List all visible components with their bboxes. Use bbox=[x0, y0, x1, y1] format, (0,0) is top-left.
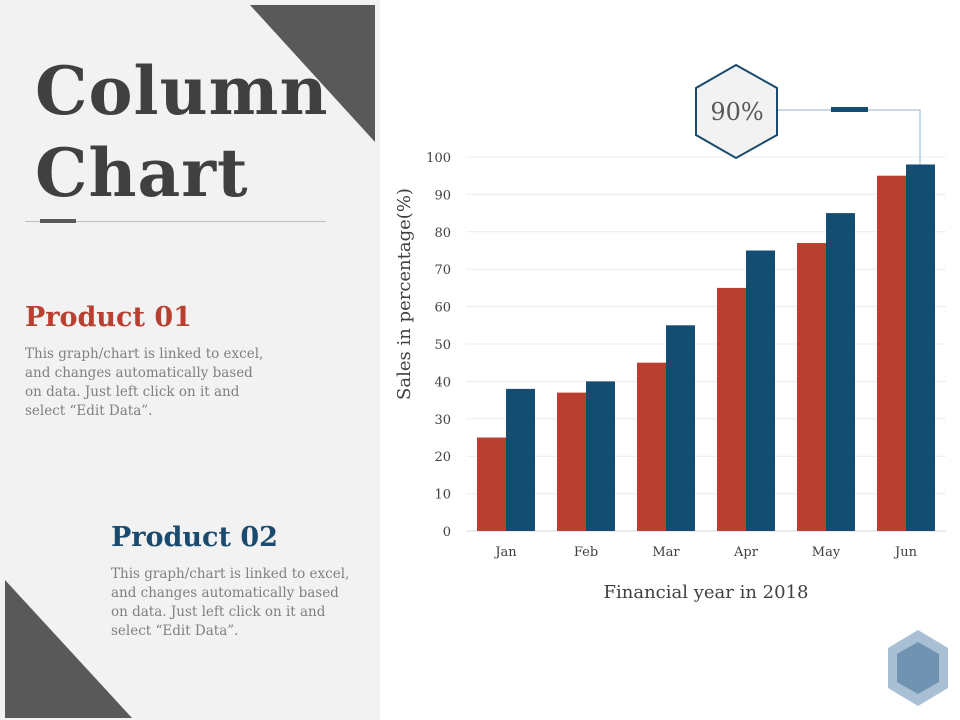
x-axis-title: Financial year in 2018 bbox=[604, 582, 809, 603]
y-tick-label: 80 bbox=[434, 226, 451, 241]
product-01-text-line: select “Edit Data”. bbox=[25, 403, 153, 419]
x-tick-label: May bbox=[812, 545, 841, 560]
y-axis-title: Sales in percentage(%) bbox=[394, 188, 415, 400]
bar-product-02-apr[interactable] bbox=[746, 250, 775, 532]
x-tick-label: Feb bbox=[574, 545, 598, 560]
product-02-text-line: This graph/chart is linked to excel, bbox=[111, 566, 350, 582]
bar-product-01-feb[interactable] bbox=[557, 392, 586, 531]
y-tick-label: 40 bbox=[434, 375, 451, 390]
bar-product-02-feb[interactable] bbox=[586, 381, 615, 531]
slide-title: Column Chart bbox=[35, 50, 328, 214]
product-02-description: This graph/chart is linked to excel, and… bbox=[111, 565, 349, 641]
bar-product-01-mar[interactable] bbox=[637, 362, 666, 531]
hexagon-logo-icon bbox=[888, 630, 948, 706]
slide-title-line-2: Chart bbox=[35, 134, 249, 212]
x-tick-label: Mar bbox=[652, 545, 680, 560]
bar-product-01-apr[interactable] bbox=[717, 287, 746, 531]
title-divider bbox=[25, 221, 326, 222]
y-tick-label: 100 bbox=[426, 151, 451, 166]
y-tick-label: 90 bbox=[434, 188, 451, 203]
callout-accent-bar bbox=[831, 107, 868, 112]
title-accent-bar bbox=[40, 219, 76, 223]
y-tick-label: 10 bbox=[434, 488, 451, 503]
bar-product-02-jun[interactable] bbox=[906, 164, 935, 532]
column-chart[interactable]: 0 10 20 30 40 50 60 70 80 90 100 Jan Feb Mar Apr May Jun… bbox=[380, 0, 960, 720]
slide-title-line-1: Column bbox=[35, 52, 329, 130]
bar-product-01-may[interactable] bbox=[797, 243, 826, 531]
x-tick-label: Apr bbox=[733, 545, 759, 560]
callout-value: 90% bbox=[710, 98, 763, 126]
bar-product-01-jun[interactable] bbox=[877, 175, 906, 531]
y-tick-label: 0 bbox=[443, 525, 451, 540]
callout-connector bbox=[778, 109, 921, 165]
product-01-description: This graph/chart is linked to excel, and… bbox=[25, 345, 263, 421]
product-01-text-line: and changes automatically based bbox=[25, 365, 253, 381]
product-02-text-line: on data. Just left click on it and bbox=[111, 604, 326, 620]
product-01-text-line: This graph/chart is linked to excel, bbox=[25, 346, 264, 362]
y-tick-label: 60 bbox=[434, 301, 451, 316]
product-02-text-line: and changes automatically based bbox=[111, 585, 339, 601]
bar-product-02-may[interactable] bbox=[826, 213, 855, 531]
x-tick-label: Jan bbox=[493, 545, 517, 560]
bar-product-02-jan[interactable] bbox=[506, 388, 535, 531]
product-02-text-line: select “Edit Data”. bbox=[111, 623, 239, 639]
left-panel: Column Chart Product 01 This graph/chart… bbox=[0, 0, 380, 720]
y-tick-label: 20 bbox=[434, 450, 451, 465]
y-tick-label: 70 bbox=[434, 263, 451, 278]
bar-product-01-jan[interactable] bbox=[477, 437, 506, 532]
x-tick-label: Jun bbox=[893, 545, 918, 560]
product-02-heading: Product 02 bbox=[111, 522, 278, 553]
product-01-heading: Product 01 bbox=[25, 302, 192, 333]
callout-hexagon-icon bbox=[695, 63, 778, 160]
bar-product-02-mar[interactable] bbox=[666, 325, 695, 531]
y-tick-label: 30 bbox=[434, 413, 451, 428]
y-tick-label: 50 bbox=[434, 338, 451, 353]
product-01-text-line: on data. Just left click on it and bbox=[25, 384, 240, 400]
